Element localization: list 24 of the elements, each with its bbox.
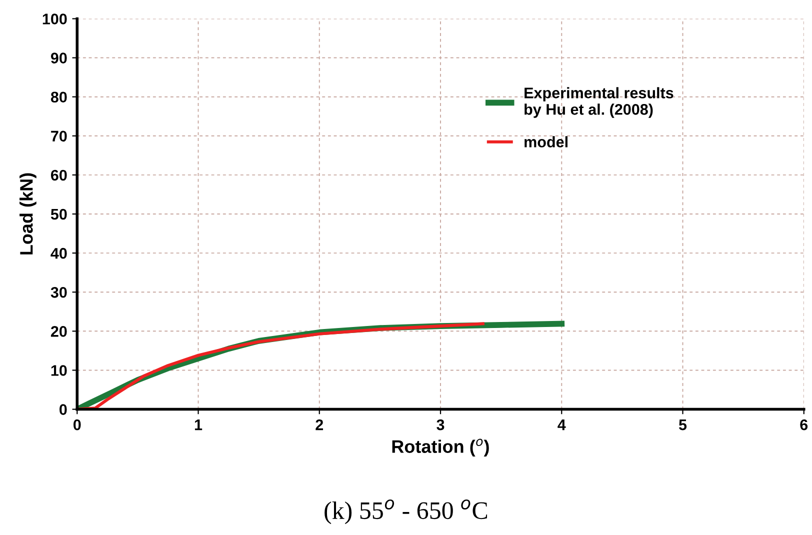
- y-tick-label: 40: [50, 248, 67, 259]
- x-axis-title: Rotation ($^{o}$): [392, 438, 489, 457]
- text: (k) 55$^{o}$ - 650 $^{o}$C: [324, 499, 488, 524]
- y-axis-title: Load (kN): [20, 173, 36, 254]
- y-tick-label: 70: [51, 130, 67, 142]
- y-tick-label: 100: [42, 14, 67, 24]
- y-tick-label: 30: [50, 286, 67, 298]
- x-tick-label: 5: [678, 420, 687, 430]
- x-tick-label: 0: [73, 419, 81, 430]
- y-tick-label: 90: [50, 52, 67, 64]
- y-tick-label: 20: [50, 326, 67, 337]
- y-tick-label: 60: [50, 170, 67, 181]
- x-tick-label: 2: [316, 419, 324, 430]
- x-tick-label: 1: [194, 420, 202, 430]
- y-tick-label: 0: [60, 404, 67, 415]
- x-tick-label: 6: [800, 419, 808, 430]
- y-tick-label: 80: [50, 92, 67, 103]
- x-tick-label: 4: [558, 420, 566, 430]
- legend-label: model: [524, 136, 568, 148]
- legend-label: Experimental results by Hu et al. (2008): [524, 87, 674, 118]
- line-series: [77, 322, 484, 410]
- y-tick-label: 10: [51, 365, 67, 376]
- y-tick-label: 50: [50, 208, 67, 220]
- x-tick-label: 3: [436, 419, 444, 430]
